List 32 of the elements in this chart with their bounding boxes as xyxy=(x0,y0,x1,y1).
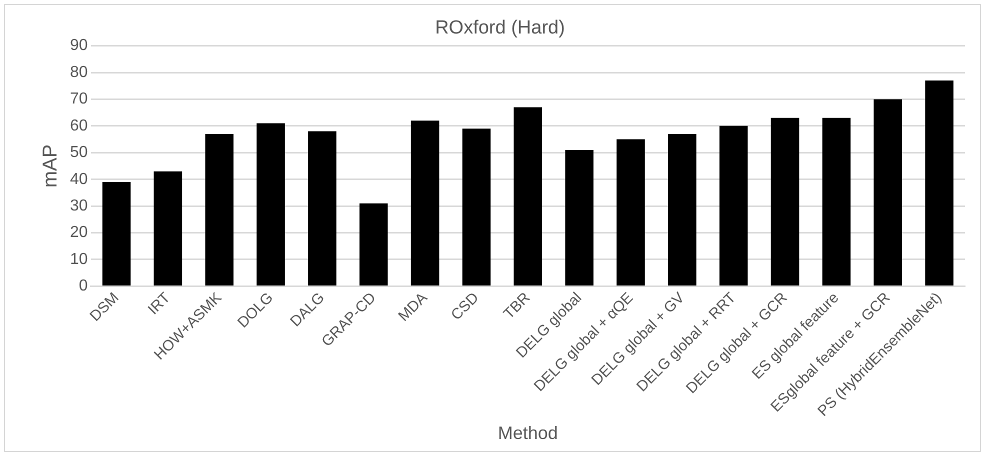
bar xyxy=(874,99,902,286)
x-tick-label: CSD xyxy=(448,289,482,324)
bar xyxy=(616,139,645,286)
y-axis-title: mAP xyxy=(40,144,62,188)
y-tick-label: 0 xyxy=(78,278,88,295)
y-tick-label: 40 xyxy=(70,170,88,188)
bar xyxy=(565,150,594,286)
bar xyxy=(462,128,491,286)
bar xyxy=(308,131,336,286)
bar xyxy=(925,80,954,286)
y-tick-label: 50 xyxy=(70,144,88,162)
y-tick-label: 10 xyxy=(70,250,88,268)
y-tick-label: 80 xyxy=(70,64,88,81)
bar xyxy=(102,182,131,286)
y-tick-label: 30 xyxy=(70,197,88,214)
y-tick-label: 20 xyxy=(70,224,88,242)
y-tick-label: 60 xyxy=(70,117,88,134)
bar xyxy=(668,134,696,286)
bar xyxy=(410,120,440,286)
bar xyxy=(256,123,285,286)
bar xyxy=(719,126,748,286)
bar xyxy=(205,134,234,286)
bar xyxy=(154,171,182,286)
x-tick-label: TBR xyxy=(500,289,534,323)
chart-title: ROxford (Hard) xyxy=(435,18,565,39)
x-axis-title: Method xyxy=(498,423,558,444)
y-tick-label: 70 xyxy=(70,90,88,108)
bar xyxy=(359,203,388,286)
bar xyxy=(514,107,542,286)
y-tick-label: 90 xyxy=(70,37,88,54)
bar xyxy=(770,118,800,286)
bar xyxy=(822,118,851,286)
